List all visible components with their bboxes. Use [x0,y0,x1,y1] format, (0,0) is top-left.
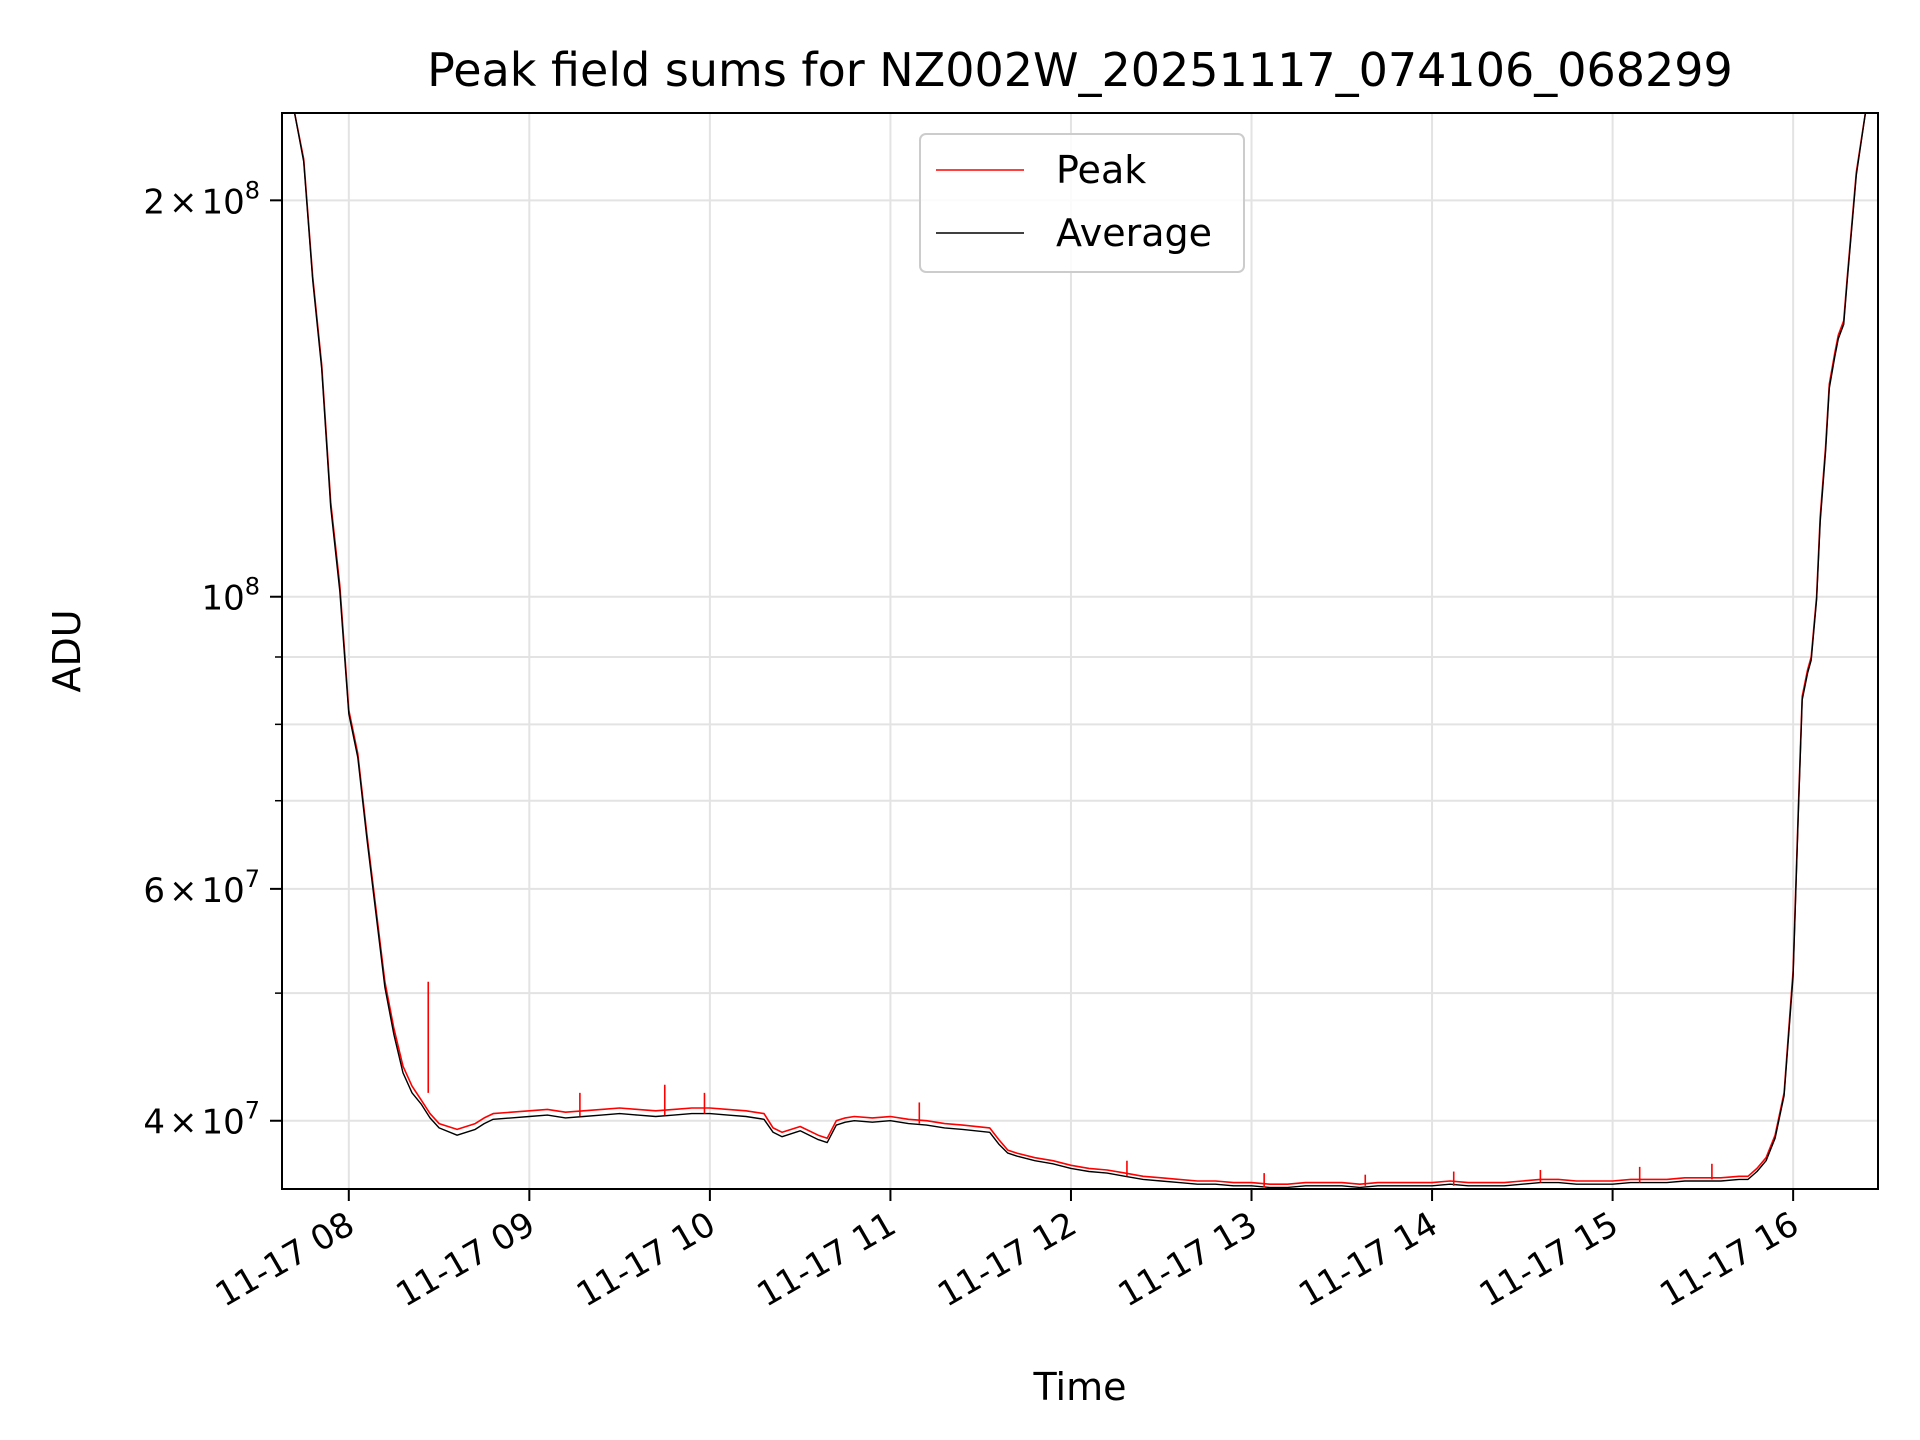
legend-box [919,133,1245,273]
y-tick-exponent: 7 [245,1097,260,1125]
plot-frame [281,112,1879,1190]
x-axis-label: Time [1033,1365,1127,1409]
legend-label-peak: Peak [1056,148,1146,192]
y-tick-label: 6 × 107 [143,865,260,911]
y-tick-exponent: 8 [245,176,260,204]
y-tick-mantissa: 4 [143,1103,165,1143]
y-tick-mantissa: 6 [143,871,165,911]
y-tick-exponent: 8 [245,573,260,601]
series-layer [293,112,1867,1189]
legend: Peak Average [919,133,1245,273]
y-tick-label: 4 × 107 [143,1097,260,1143]
legend-label-average: Average [1056,211,1212,255]
y-tick-label: 2 × 108 [143,176,260,222]
grid [282,113,1878,1189]
y-tick-label: 108 [201,573,260,619]
chart-title: Peak field sums for NZ002W_20251117_0741… [427,43,1733,97]
series-line-average [293,112,1867,1189]
series-line-peak [293,112,1867,1185]
y-axis-label: ADU [45,609,89,692]
y-tick-exponent: 7 [245,865,260,893]
y-tick-mantissa: 2 [143,182,165,222]
y-axis: 4 × 107 6 × 107 108 2 × 108 [143,176,282,1143]
